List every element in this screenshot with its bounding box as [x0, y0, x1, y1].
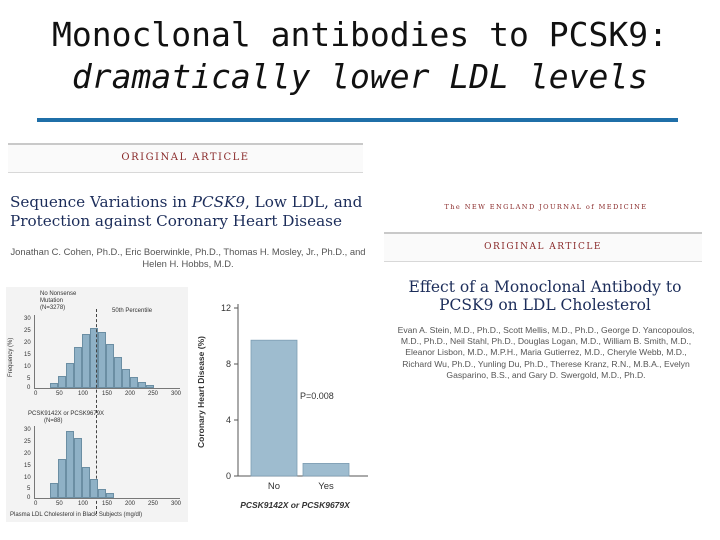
- top-xtick: 300: [171, 391, 182, 397]
- bottom-ytick: 15: [24, 463, 31, 469]
- article-cohen-header: ORIGINAL ARTICLE Sequence Variations in …: [8, 143, 366, 523]
- headline-gene: PCSK9: [191, 193, 246, 211]
- top-xtick: 0: [34, 391, 38, 397]
- chd-p-value: P=0.008: [300, 391, 334, 401]
- title-underline: [37, 118, 678, 122]
- title-line-1: Monoclonal antibodies to PCSK9:: [52, 15, 668, 54]
- top-histogram-bar: [90, 328, 98, 388]
- bottom-histogram-bar: [66, 431, 74, 498]
- top-xtick: 50: [56, 391, 63, 397]
- top-ytick: 5: [27, 376, 31, 382]
- article-authors: Jonathan C. Cohen, Ph.D., Eric Boerwinkl…: [10, 246, 366, 269]
- bottom-histogram-bar: [90, 479, 98, 498]
- histogram-ylabel: Frequency (%): [8, 337, 14, 377]
- bottom-y-axis: [34, 426, 35, 499]
- top-histogram-bar: [58, 376, 66, 388]
- top-histogram-bar: [122, 369, 130, 388]
- bottom-ytick: 5: [27, 486, 31, 492]
- chd-category-label: No: [268, 481, 280, 492]
- top-histogram-bar: [114, 357, 122, 388]
- bottom-ytick: 30: [24, 427, 31, 433]
- bottom-xtick: 0: [34, 501, 38, 507]
- bottom-histogram-bar: [74, 438, 82, 498]
- article-headline: Sequence Variations in PCSK9, Low LDL, a…: [10, 193, 366, 231]
- bottom-xtick: 50: [56, 501, 63, 507]
- ldl-histogram-figure: No Nonsense Mutation (N=3278) 50th Perce…: [6, 287, 188, 522]
- bottom-histogram-bar: [106, 493, 114, 498]
- top-ytick: 25: [24, 328, 31, 334]
- top-histogram-bar: [74, 347, 82, 388]
- chd-xlabel: PCSK9142X or PCSK9679X: [240, 500, 351, 510]
- headline-part-2: , Low LDL, and Protection against Corona…: [10, 193, 363, 230]
- chd-ytick-label: 0: [226, 471, 231, 481]
- chd-ylabel: Coronary Heart Disease (%): [196, 336, 206, 448]
- top-ytick: 0: [27, 385, 31, 391]
- bottom-x-axis: [34, 498, 180, 499]
- panel-top-n: (N=3278): [40, 305, 66, 311]
- top-xtick: 200: [125, 391, 136, 397]
- bottom-xtick: 300: [171, 501, 182, 507]
- panel-bottom-label: PCSK9142X or PCSK9679X: [28, 411, 105, 417]
- top-ytick: 30: [24, 316, 31, 322]
- bottom-histogram-bar: [58, 459, 66, 498]
- top-histogram-bar: [138, 382, 146, 388]
- top-ytick: 10: [24, 364, 31, 370]
- bottom-xtick: 200: [125, 501, 136, 507]
- bottom-xtick: 100: [78, 501, 89, 507]
- section-label: ORIGINAL ARTICLE: [484, 242, 602, 252]
- chd-bar: [250, 339, 298, 477]
- chd-category-label: Yes: [318, 481, 334, 492]
- bottom-ytick: 0: [27, 495, 31, 501]
- panel-top-label-1: No Nonsense: [40, 291, 77, 297]
- top-xtick: 100: [78, 391, 89, 397]
- top-histogram-bar: [82, 334, 90, 388]
- chd-ytick-label: 12: [221, 303, 231, 313]
- bottom-ytick: 20: [24, 451, 31, 457]
- bottom-histogram-bar: [50, 483, 58, 498]
- top-y-axis: [34, 315, 35, 389]
- journal-masthead: The NEW ENGLAND JOURNAL of MEDICINE: [444, 203, 648, 211]
- top-histogram-bar: [66, 363, 74, 388]
- top-ytick: 15: [24, 352, 31, 358]
- top-histogram-bar: [146, 385, 154, 388]
- bottom-histogram-bar: [82, 467, 90, 498]
- top-histogram-bar: [106, 344, 114, 388]
- histogram-xlabel: Plasma LDL Cholesterol in Black Subjects…: [10, 512, 143, 518]
- panel-bottom-n: (N=88): [44, 418, 63, 424]
- chd-ytick-label: 8: [226, 359, 231, 369]
- title-line-2: dramatically lower LDL levels: [71, 57, 649, 96]
- headline-part-1: Sequence Variations in: [10, 193, 192, 211]
- chd-bar: [302, 462, 350, 477]
- top-xtick: 150: [102, 391, 113, 397]
- section-label: ORIGINAL ARTICLE: [121, 152, 250, 163]
- article-stein-header: ORIGINAL ARTICLE Effect of a Monoclonal …: [384, 232, 704, 402]
- top-histogram-bar: [50, 383, 58, 388]
- top-histogram-bar: [130, 377, 138, 388]
- section-banner: ORIGINAL ARTICLE: [8, 143, 363, 173]
- bottom-ytick: 10: [24, 475, 31, 481]
- chd-bar-chart: 0 4 8 12 No Yes P=0.008 Coronary Heart Disease …: [190, 292, 380, 530]
- slide-title: Monoclonal antibodies to PCSK9: dramatic…: [0, 14, 720, 98]
- top-xtick: 250: [148, 391, 159, 397]
- top-x-axis: [34, 388, 180, 389]
- article-authors: Evan A. Stein, M.D., Ph.D., Scott Mellis…: [397, 325, 695, 380]
- bottom-xtick: 250: [148, 501, 159, 507]
- bottom-xtick: 150: [102, 501, 113, 507]
- bottom-histogram-bar: [98, 489, 106, 498]
- percentile-note: 50th Percentile: [112, 308, 153, 314]
- article-headline: Effect of a Monoclonal Antibody to PCSK9…: [408, 278, 682, 314]
- panel-top-label-2: Mutation: [40, 298, 64, 304]
- top-ytick: 20: [24, 340, 31, 346]
- chd-ytick-label: 4: [226, 415, 231, 425]
- percentile-line: [96, 309, 97, 514]
- top-histogram-bar: [98, 332, 106, 388]
- chd-bar-chart-svg: 0 4 8 12 No Yes P=0.008 Coronary Heart Disease …: [196, 303, 368, 510]
- bottom-ytick: 25: [24, 439, 31, 445]
- section-banner: ORIGINAL ARTICLE: [384, 232, 702, 262]
